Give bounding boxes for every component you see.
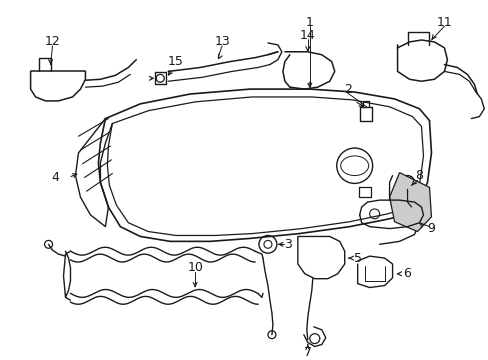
Circle shape xyxy=(369,209,379,219)
Text: 1: 1 xyxy=(305,16,313,29)
Text: 7: 7 xyxy=(303,346,311,359)
Text: 10: 10 xyxy=(187,261,203,274)
Circle shape xyxy=(336,148,372,183)
Text: 3: 3 xyxy=(284,238,291,251)
Text: 11: 11 xyxy=(436,16,451,29)
Circle shape xyxy=(309,334,319,343)
Text: 2: 2 xyxy=(343,82,351,96)
Circle shape xyxy=(325,242,333,250)
Text: 12: 12 xyxy=(44,35,61,49)
Text: 13: 13 xyxy=(214,35,229,49)
Circle shape xyxy=(307,248,327,268)
Text: 6: 6 xyxy=(403,267,410,280)
Polygon shape xyxy=(389,172,430,231)
Circle shape xyxy=(264,240,271,248)
Text: 8: 8 xyxy=(415,169,423,182)
Circle shape xyxy=(259,235,276,253)
Text: 15: 15 xyxy=(167,55,183,68)
Polygon shape xyxy=(297,237,344,279)
Circle shape xyxy=(44,240,52,248)
Circle shape xyxy=(394,209,404,219)
Text: 4: 4 xyxy=(52,171,60,184)
Text: 9: 9 xyxy=(427,222,434,235)
Circle shape xyxy=(267,331,275,339)
Circle shape xyxy=(312,253,322,263)
Circle shape xyxy=(404,180,410,185)
Circle shape xyxy=(400,176,414,189)
Text: 5: 5 xyxy=(353,252,361,265)
Circle shape xyxy=(156,75,164,82)
Text: 14: 14 xyxy=(299,28,315,41)
